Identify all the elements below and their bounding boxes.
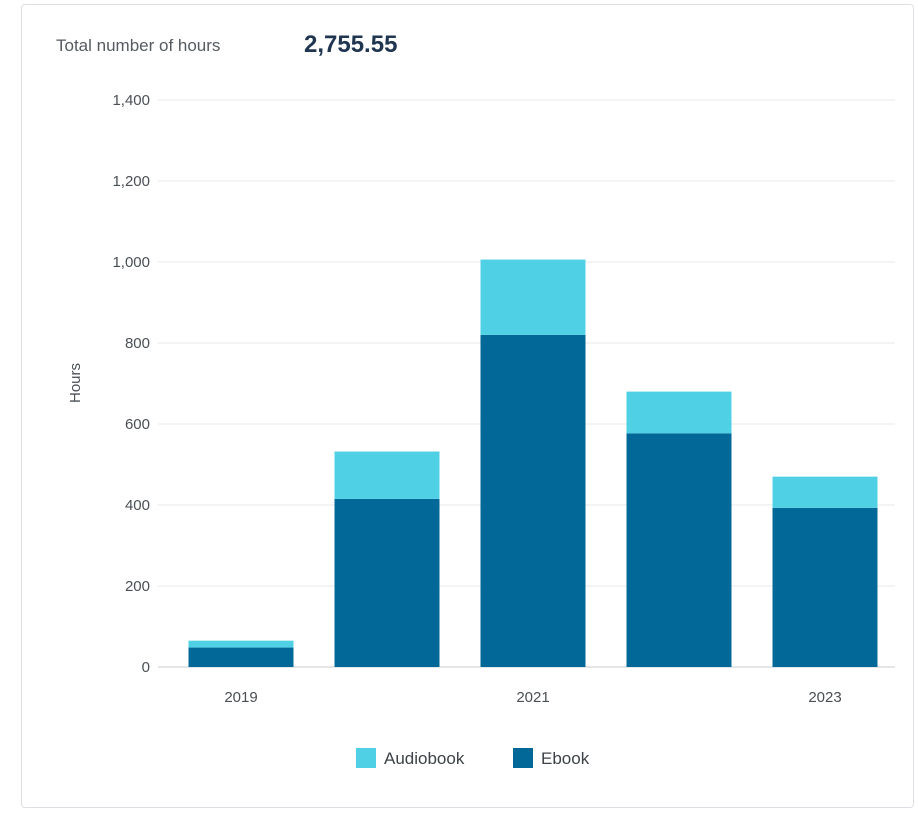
y-axis-label: Hours: [67, 363, 84, 403]
y-tick-label: 600: [125, 416, 150, 433]
bar-audiobook-2020[interactable]: [334, 451, 440, 499]
x-axis-ticks: 2019 2021 2023: [224, 689, 841, 706]
bar-audiobook-2021[interactable]: [480, 259, 586, 335]
legend: Audiobook Ebook: [356, 748, 590, 768]
bar-audiobook-2022[interactable]: [626, 391, 732, 434]
bar-audiobook-2023[interactable]: [772, 476, 878, 508]
y-tick-label: 0: [142, 659, 150, 676]
legend-swatch: [356, 748, 376, 768]
bar-ebook-2022[interactable]: [626, 433, 732, 667]
y-tick-label: 400: [125, 497, 150, 514]
y-tick-label: 200: [125, 578, 150, 595]
legend-label: Audiobook: [384, 749, 465, 768]
legend-item-ebook[interactable]: Ebook: [513, 748, 590, 768]
bar-ebook-2021[interactable]: [480, 334, 586, 667]
y-tick-label: 1,000: [112, 254, 150, 271]
bar-ebook-2020[interactable]: [334, 498, 440, 667]
y-axis-ticks: 0 200 400 600 800 1,000 1,200 1,400: [112, 92, 150, 676]
x-tick-label: 2019: [224, 689, 257, 706]
y-tick-label: 1,200: [112, 173, 150, 190]
total-hours-label: Total number of hours: [56, 36, 221, 55]
bars: [188, 259, 878, 667]
x-tick-label: 2021: [516, 689, 549, 706]
x-tick-label: 2023: [808, 689, 841, 706]
chart-card: [21, 4, 914, 808]
bar-ebook-2019[interactable]: [188, 647, 294, 667]
bar-ebook-2023[interactable]: [772, 507, 878, 667]
legend-label: Ebook: [541, 749, 590, 768]
legend-swatch: [513, 748, 533, 768]
y-tick-label: 1,400: [112, 92, 150, 109]
bar-audiobook-2019[interactable]: [188, 640, 294, 648]
y-tick-label: 800: [125, 335, 150, 352]
total-hours-value: 2,755.55: [304, 31, 398, 58]
legend-item-audiobook[interactable]: Audiobook: [356, 748, 465, 768]
